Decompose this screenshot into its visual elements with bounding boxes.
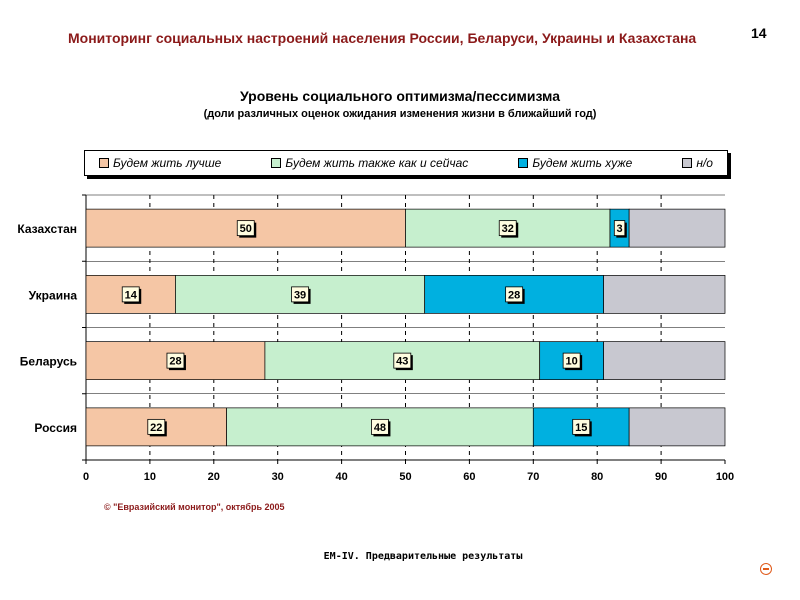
chart-title: Уровень социального оптимизма/пессимизма — [239, 88, 561, 104]
data-label-box-2-0 — [166, 352, 185, 369]
data-label-box-0-2 — [613, 220, 626, 237]
x-tick-label-1: 10 — [144, 471, 156, 483]
data-label-3-1: 48 — [374, 422, 386, 434]
x-tick-label-10: 100 — [716, 471, 734, 483]
legend-swatch-no-answer — [682, 158, 693, 168]
x-tick-label-0: 0 — [83, 471, 89, 483]
data-label-box-1-0 — [121, 286, 140, 303]
data-label-box-2-1 — [393, 352, 412, 369]
data-label-box-1-1 — [291, 286, 309, 303]
bar-0-3 — [628, 208, 726, 248]
data-label-box-1-2 — [505, 286, 524, 303]
data-label-box-3-0 — [147, 418, 166, 435]
data-label-1-2: 28 — [508, 289, 520, 301]
data-label-0-2: 3 — [617, 223, 623, 235]
category-label-3: Россия — [34, 421, 77, 435]
bar-3-3 — [628, 407, 726, 447]
x-tick-label-2: 20 — [208, 471, 220, 483]
bar-2-0 — [85, 341, 266, 380]
data-label-2-1: 43 — [396, 356, 408, 368]
bar-2-3 — [603, 341, 726, 380]
legend-swatch-same — [271, 158, 282, 168]
header-title: Мониторинг социальных настроений населен… — [68, 30, 697, 46]
x-tick-label-9: 90 — [655, 471, 667, 483]
chart-subtitle: (доли различных оценок ожидания изменени… — [203, 108, 597, 120]
data-label-0-1: 32 — [502, 223, 514, 235]
bar-1-3 — [603, 275, 726, 314]
page-number: 14 — [751, 25, 767, 41]
data-label-1-0: 14 — [125, 289, 138, 301]
legend-label-better: Будем жить лучше — [113, 156, 222, 170]
data-label-2-2: 10 — [566, 356, 578, 368]
data-label-2-0: 28 — [169, 356, 181, 368]
legend-item-same: Будем жить также как и сейчас — [271, 156, 468, 170]
data-label-box-3-2 — [572, 418, 591, 435]
x-tick-label-4: 40 — [335, 471, 347, 483]
data-label-3-0: 22 — [150, 422, 162, 434]
legend-item-no-answer: н/о — [682, 156, 713, 170]
legend-label-no-answer: н/о — [696, 156, 713, 170]
legend-label-worse: Будем жить хуже — [532, 156, 633, 170]
legend-item-better: Будем жить лучше — [99, 156, 221, 170]
data-label-box-0-1 — [498, 220, 517, 237]
data-label-box-3-1 — [371, 418, 389, 435]
x-tick-label-7: 70 — [527, 471, 539, 483]
data-label-0-0: 50 — [240, 223, 252, 235]
footer-text: EM-IV. Предварительные результаты — [323, 551, 523, 562]
legend-label-same: Будем жить также как и сейчас — [285, 156, 469, 170]
data-label-1-1: 39 — [294, 289, 306, 301]
source-note: © "Евразийский монитор", октябрь 2005 — [104, 502, 285, 512]
minus-circle-icon[interactable] — [760, 563, 772, 575]
bar-0-0 — [85, 208, 406, 248]
legend-swatch-better — [99, 158, 109, 168]
category-label-1: Украина — [29, 288, 78, 302]
x-tick-label-3: 30 — [272, 471, 284, 483]
x-tick-label-8: 80 — [591, 471, 603, 483]
legend-swatch-worse — [518, 158, 529, 168]
category-label-0: Казахстан — [17, 222, 77, 236]
category-label-2: Беларусь — [20, 355, 77, 369]
data-label-3-2: 15 — [575, 422, 587, 434]
x-tick-label-6: 60 — [463, 471, 475, 483]
x-tick-label-5: 50 — [399, 471, 411, 483]
data-label-box-0-0 — [236, 220, 255, 237]
data-label-box-2-2 — [562, 352, 581, 369]
legend-item-worse: Будем жить хуже — [518, 156, 632, 170]
chart-legend: Будем жить лучше Будем жить также как и … — [84, 150, 728, 176]
